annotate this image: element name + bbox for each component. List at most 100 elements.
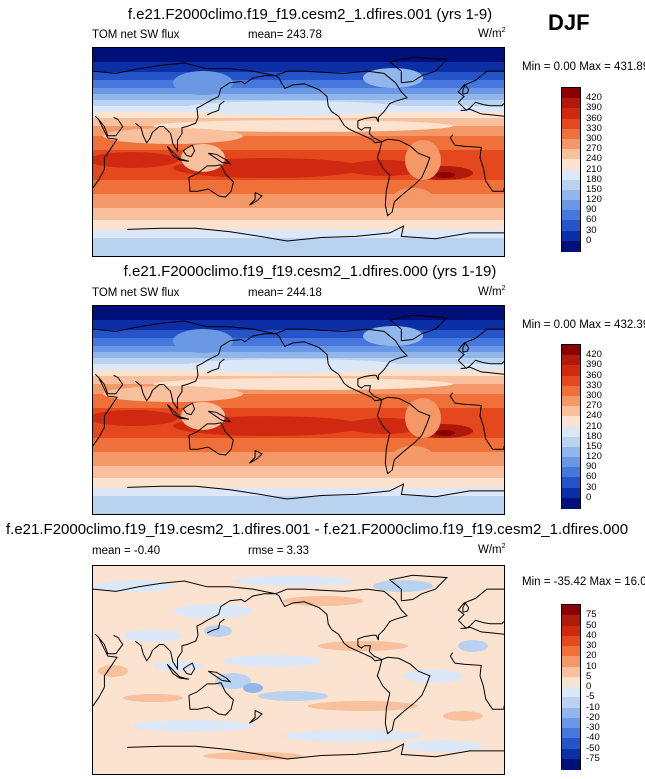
colorbar-swatch xyxy=(562,240,580,252)
colorbar-tick-label: 75 xyxy=(586,609,597,621)
colorbar-swatch xyxy=(562,687,580,698)
coastline xyxy=(93,574,504,760)
panel-3-min-max: Min = -35.42 Max = 16.09 xyxy=(522,576,645,588)
colorbar-swatch xyxy=(562,426,580,438)
colorbar-tick-label: 360 xyxy=(586,369,602,381)
colorbar-tick-label: -10 xyxy=(586,701,600,713)
field-patch xyxy=(403,669,463,683)
colorbar-tick-label: 0 xyxy=(586,491,592,503)
panel-1-min-max: Min = 0.00 Max = 431.89 xyxy=(522,61,645,73)
field-band xyxy=(93,238,504,256)
colorbar-tick-label: 420 xyxy=(586,349,602,361)
field-patch xyxy=(93,580,173,592)
colorbar-tick-label: 90 xyxy=(586,204,597,216)
field-patch xyxy=(203,752,303,760)
colorbar-tick-label: -30 xyxy=(586,722,600,733)
coastline xyxy=(93,56,504,242)
field-patch xyxy=(308,701,418,711)
colorbar-swatch xyxy=(562,355,580,366)
colorbar-swatch xyxy=(562,149,580,160)
colorbar-tick-label: 330 xyxy=(586,379,602,391)
colorbar-tick-label: 120 xyxy=(586,451,602,463)
field-patch xyxy=(98,665,128,677)
field-patch xyxy=(258,691,328,701)
field-patch xyxy=(173,71,233,95)
colorbar-swatch xyxy=(562,446,580,458)
panel-1-field xyxy=(93,48,504,256)
colorbar-tick-label: 300 xyxy=(586,132,602,144)
colorbar-tick-label: 240 xyxy=(586,410,602,422)
colorbar-swatch xyxy=(562,128,580,140)
field-patch xyxy=(233,576,353,586)
colorbar-swatch xyxy=(562,220,580,232)
colorbar-tick-label: 90 xyxy=(586,461,597,473)
colorbar-swatch xyxy=(562,179,580,191)
colorbar-swatch xyxy=(562,98,580,109)
colorbar-swatch xyxy=(562,707,580,719)
field-band xyxy=(93,496,504,514)
field-band xyxy=(93,370,504,376)
colorbar-swatch xyxy=(562,457,580,468)
colorbar-swatch xyxy=(562,748,580,760)
colorbar-tick-label: 30 xyxy=(586,481,597,493)
field-patch xyxy=(363,326,423,346)
field-patch xyxy=(181,144,225,172)
colorbar-swatch xyxy=(562,625,580,637)
field-band xyxy=(93,320,504,330)
colorbar-swatch xyxy=(562,758,580,770)
colorbar-swatch xyxy=(562,108,580,120)
field-patch xyxy=(363,68,423,88)
panel-2-variable-label: TOM net SW flux xyxy=(92,287,180,299)
field-band xyxy=(93,230,504,238)
panel-2-min-max: Min = 0.00 Max = 432.39 xyxy=(522,319,645,331)
panel-1-title: f.e21.F2000climo.f19_f19.cesm2_1.dfires.… xyxy=(127,6,493,23)
colorbar-tick-label: 30 xyxy=(586,224,597,236)
colorbar-tick-label: 330 xyxy=(586,122,602,134)
coastline xyxy=(93,314,504,500)
field-band xyxy=(93,94,504,100)
colorbar-swatch xyxy=(562,467,580,478)
colorbar-swatch xyxy=(562,676,580,688)
colorbar-swatch xyxy=(562,210,580,221)
field-patch xyxy=(133,720,253,732)
field-band xyxy=(93,208,504,220)
field-patch xyxy=(93,152,178,168)
field-band xyxy=(93,112,504,118)
field-band xyxy=(93,330,504,338)
field-patch xyxy=(183,359,403,373)
panel-3-colorbar xyxy=(561,604,581,770)
colorbar-tick-label: 150 xyxy=(586,440,602,452)
panel-2-units: W/m2 xyxy=(478,285,506,298)
field-band xyxy=(93,194,504,208)
colorbar-tick-label: 390 xyxy=(586,102,602,114)
colorbar-tick-label: 10 xyxy=(586,660,597,672)
colorbar-swatch xyxy=(562,385,580,397)
field-band xyxy=(93,466,504,478)
field-band xyxy=(93,352,504,358)
colorbar-tick-label: 390 xyxy=(586,359,602,371)
colorbar-swatch xyxy=(562,375,580,387)
field-patch xyxy=(283,730,423,742)
colorbar-tick-label: -75 xyxy=(586,752,600,764)
colorbar-swatch xyxy=(562,717,580,729)
panel-3-title: f.e21.F2000climo.f19_f19.cesm2_1.dfires.… xyxy=(6,521,629,538)
panel-3-mean: mean = -0.40 xyxy=(92,545,161,557)
colorbar-swatch xyxy=(562,88,580,99)
field-patch xyxy=(173,329,233,353)
colorbar-tick-label: 150 xyxy=(586,183,602,195)
panel-1-mean: mean= 243.78 xyxy=(248,29,322,41)
field-patch xyxy=(93,410,178,426)
colorbar-swatch xyxy=(562,189,580,201)
colorbar-tick-label: 300 xyxy=(586,389,602,401)
field-patch xyxy=(173,604,253,618)
colorbar-tick-label: 0 xyxy=(586,234,592,246)
colorbar-tick-label: -20 xyxy=(586,711,600,723)
colorbar-swatch xyxy=(562,646,580,657)
field-band xyxy=(93,62,504,72)
field-patch xyxy=(123,694,183,702)
colorbar-tick-label: 20 xyxy=(586,650,597,662)
field-band xyxy=(93,488,504,496)
colorbar-tick-label: -50 xyxy=(586,742,600,754)
colorbar-tick-label: 50 xyxy=(586,619,597,631)
season-label: DJF xyxy=(548,10,590,35)
